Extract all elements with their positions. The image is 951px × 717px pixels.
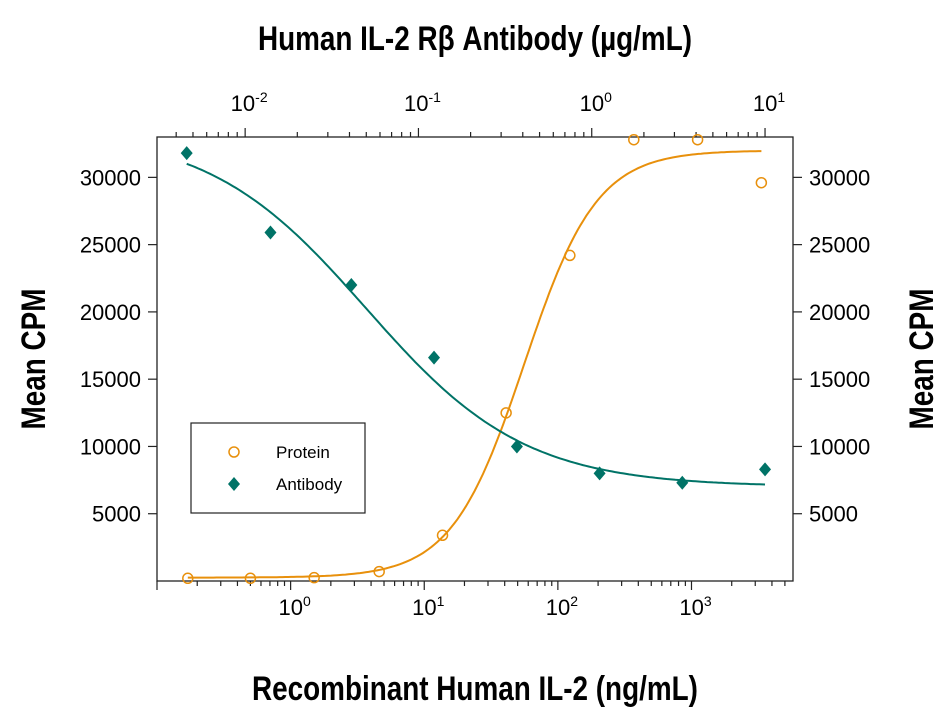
y-right-tick-label: 15000: [809, 367, 870, 392]
data-point-protein: [500, 407, 512, 419]
data-point-protein: [691, 133, 704, 146]
legend: Protein Antibody: [190, 422, 366, 514]
data-point-antibody: [345, 278, 358, 292]
data-point-protein: [244, 572, 257, 585]
y-right-tick-label: 10000: [809, 434, 870, 459]
data-point-protein: [182, 572, 194, 585]
data-point-antibody: [180, 146, 193, 161]
legend-marker-antibody: [228, 477, 240, 491]
y-left-tick-label: 15000: [80, 367, 141, 392]
data-point-antibody: [759, 462, 772, 477]
y-left-tick-label: 5000: [92, 502, 141, 527]
y-right-tick-label: 30000: [809, 165, 870, 190]
y-axis-label-right: Mean CPM: [902, 289, 940, 430]
y-right-tick-label: 25000: [809, 233, 870, 258]
data-point-protein: [628, 133, 640, 146]
data-point-protein: [564, 249, 576, 262]
y-axis-label: Mean CPM: [14, 289, 52, 430]
data-point-antibody: [428, 350, 441, 365]
legend-box: [190, 422, 366, 514]
y-left-tick-label: 10000: [80, 434, 141, 459]
y-right-tick-label: 5000: [809, 502, 858, 527]
data-point-antibody: [510, 439, 523, 454]
x-axis-label: Recombinant Human IL-2 (ng/mL): [252, 669, 698, 707]
data-point-protein: [308, 571, 320, 584]
x-bottom-tick-label: 101: [412, 593, 444, 620]
data-point-protein: [436, 529, 449, 542]
x-bottom-tick-label: 100: [278, 593, 310, 620]
x-bottom-tick-label: 102: [546, 593, 578, 620]
plot-frame: [156, 136, 794, 582]
data-point-antibody: [593, 466, 606, 481]
y-left-tick-label: 25000: [80, 233, 141, 258]
data-point-antibody: [676, 475, 689, 490]
y-left-tick-label: 30000: [80, 165, 141, 190]
data-point-protein: [755, 176, 768, 189]
x-top-tick-label: 10-1: [404, 89, 441, 116]
y-right-tick-label: 20000: [809, 300, 870, 325]
x-top-tick-label: 10-2: [231, 89, 268, 116]
data-point-antibody: [264, 225, 277, 240]
chart-title: Human IL-2 Rβ Antibody (µg/mL): [258, 19, 692, 57]
legend-marker-protein: [228, 446, 240, 458]
x-bottom-tick-label: 103: [679, 593, 711, 620]
data-point-protein: [373, 565, 385, 578]
x-top-tick-label: 100: [580, 89, 612, 116]
y-left-tick-label: 20000: [80, 300, 141, 325]
legend-label-protein: Protein: [276, 443, 330, 462]
fit-curve-protein: [187, 150, 762, 579]
legend-label-antibody: Antibody: [276, 475, 343, 494]
x-top-tick-label: 101: [753, 89, 785, 116]
fit-curve-antibody: [186, 162, 766, 486]
